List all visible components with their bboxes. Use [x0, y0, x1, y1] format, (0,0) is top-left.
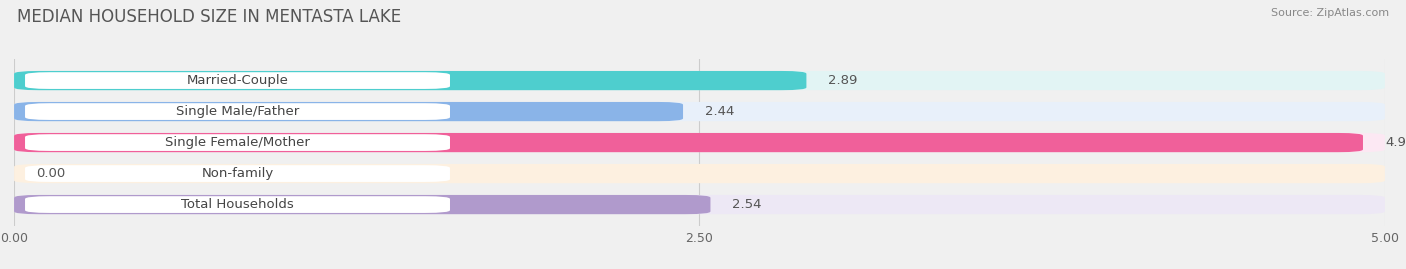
Text: 2.44: 2.44: [704, 105, 734, 118]
FancyBboxPatch shape: [14, 71, 1385, 90]
Text: MEDIAN HOUSEHOLD SIZE IN MENTASTA LAKE: MEDIAN HOUSEHOLD SIZE IN MENTASTA LAKE: [17, 8, 401, 26]
FancyBboxPatch shape: [25, 134, 450, 151]
Text: 0.00: 0.00: [37, 167, 65, 180]
FancyBboxPatch shape: [14, 133, 1385, 152]
FancyBboxPatch shape: [25, 165, 450, 182]
Text: 2.54: 2.54: [733, 198, 762, 211]
Text: Married-Couple: Married-Couple: [187, 74, 288, 87]
FancyBboxPatch shape: [25, 72, 450, 89]
FancyBboxPatch shape: [14, 195, 1385, 214]
FancyBboxPatch shape: [14, 133, 1362, 152]
FancyBboxPatch shape: [14, 164, 1385, 183]
Text: Source: ZipAtlas.com: Source: ZipAtlas.com: [1271, 8, 1389, 18]
Text: Single Male/Father: Single Male/Father: [176, 105, 299, 118]
FancyBboxPatch shape: [25, 196, 450, 213]
FancyBboxPatch shape: [14, 102, 683, 121]
Text: 4.92: 4.92: [1385, 136, 1406, 149]
FancyBboxPatch shape: [25, 103, 450, 120]
Text: Single Female/Mother: Single Female/Mother: [165, 136, 309, 149]
Text: 2.89: 2.89: [828, 74, 858, 87]
Text: Total Households: Total Households: [181, 198, 294, 211]
FancyBboxPatch shape: [14, 195, 710, 214]
FancyBboxPatch shape: [14, 71, 807, 90]
FancyBboxPatch shape: [14, 102, 1385, 121]
Text: Non-family: Non-family: [201, 167, 274, 180]
